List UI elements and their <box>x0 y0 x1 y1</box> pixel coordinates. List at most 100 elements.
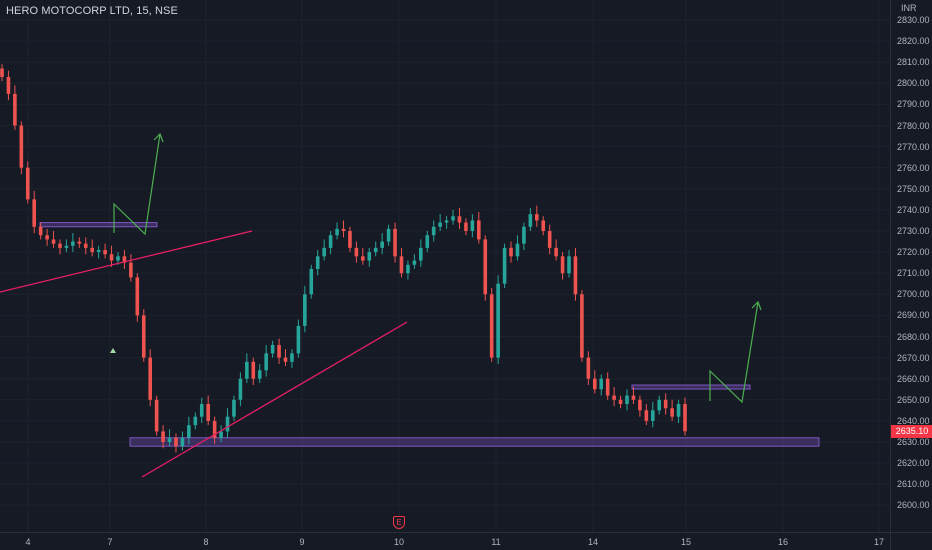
time-axis[interactable]: 4 7 8 9 10 11 14 15 16 17 <box>0 532 890 550</box>
price-tick: 2600.00 <box>897 500 930 511</box>
signal-triangle-icon <box>110 348 116 353</box>
candle-body <box>71 241 75 246</box>
trendline <box>0 230 253 293</box>
candle-body <box>315 256 320 269</box>
chart-pane[interactable]: HERO MOTOCORP LTD, 15, NSE <box>0 0 890 532</box>
candle-body <box>83 243 88 248</box>
time-tick: 8 <box>203 537 209 547</box>
candle-body <box>257 370 262 379</box>
candle-body <box>45 235 49 240</box>
candle-body <box>77 241 82 244</box>
candle-body <box>528 214 533 227</box>
candle-body <box>96 249 101 253</box>
chart-grid <box>0 0 890 532</box>
candle-body <box>496 283 500 358</box>
candle-body <box>457 216 462 223</box>
candle-body <box>444 220 449 223</box>
candle-body <box>303 294 307 326</box>
candle-body <box>270 344 275 354</box>
candle-body <box>232 399 236 417</box>
candle-body <box>477 220 481 240</box>
candle-body <box>32 199 37 227</box>
drawing-tools <box>0 132 762 478</box>
price-tick: 2750.00 <box>897 183 930 194</box>
price-tick: 2770.00 <box>897 141 930 152</box>
candle-body <box>554 247 558 257</box>
candle-body <box>573 256 578 295</box>
zone-rect <box>129 437 820 447</box>
candle-body <box>154 399 159 432</box>
price-tick: 2810.00 <box>897 57 930 68</box>
candle-body <box>663 399 668 409</box>
candle-body <box>225 416 230 432</box>
candle-body <box>348 231 352 248</box>
price-tick: 2610.00 <box>897 479 930 490</box>
price-tick: 2830.00 <box>897 15 930 25</box>
candle-body <box>148 357 152 400</box>
price-tick: 2630.00 <box>897 437 930 447</box>
price-tick: 2780.00 <box>897 120 930 131</box>
earnings-icon[interactable]: E <box>393 516 405 529</box>
price-tick: 2710.00 <box>897 268 930 279</box>
candle-body <box>592 378 597 390</box>
candle-body <box>631 395 636 400</box>
price-tick: 2700.00 <box>897 289 930 300</box>
price-tick: 2720.00 <box>897 247 930 258</box>
candle-body <box>683 404 687 432</box>
symbol-title: HERO MOTOCORP LTD, 15, NSE <box>6 5 178 17</box>
time-tick: 10 <box>393 537 405 547</box>
candle-body <box>193 416 198 426</box>
candle-body <box>425 235 430 248</box>
candle-body <box>470 220 475 231</box>
candle-body <box>483 239 488 295</box>
candle-body <box>290 353 294 362</box>
candle-body <box>309 268 314 295</box>
candle-body <box>38 226 43 236</box>
candle-body <box>238 378 243 400</box>
price-tick: 2650.00 <box>897 394 930 405</box>
candle-body <box>141 315 146 358</box>
candle-body <box>509 247 513 257</box>
candle-body <box>380 241 384 248</box>
candle-body <box>277 344 281 358</box>
candle-body <box>322 247 326 257</box>
candle-body <box>522 226 526 244</box>
price-tick: 2820.00 <box>897 36 930 47</box>
price-tick: 2790.00 <box>897 99 930 110</box>
price-tick: 2760.00 <box>897 162 930 173</box>
time-tick: 14 <box>587 537 599 547</box>
currency-label: INR <box>901 3 917 13</box>
time-tick: 9 <box>299 537 305 547</box>
drawing-zones <box>39 222 820 447</box>
candle-body <box>167 437 172 442</box>
candle-body <box>6 76 11 94</box>
candle-body <box>618 399 623 405</box>
candle-body <box>19 125 24 168</box>
candle-body <box>535 214 539 221</box>
candle-body <box>245 361 249 379</box>
candle-body <box>464 222 468 231</box>
candle-body <box>605 378 610 396</box>
candle-body <box>51 239 56 244</box>
candle-body <box>90 247 95 253</box>
time-tick: 17 <box>873 537 885 547</box>
candle-body <box>599 378 604 390</box>
candle-body <box>283 357 288 362</box>
zone-rect <box>631 384 751 390</box>
candle-body <box>386 228 391 242</box>
candle-body <box>586 357 591 379</box>
candle-body <box>676 404 681 417</box>
candle-body <box>129 262 133 278</box>
candle-body <box>567 256 571 274</box>
price-tick: 2740.00 <box>897 204 930 215</box>
projection-arrow <box>709 301 759 404</box>
time-tick: 7 <box>107 537 113 547</box>
candle-body <box>206 404 210 421</box>
price-axis[interactable]: INR 2830.00 2820.00 2810.00 2800.00 2790.00 2… <box>890 0 932 550</box>
candle-body <box>560 256 565 274</box>
candle-body <box>580 294 584 358</box>
candle-body <box>367 252 372 261</box>
candle-body <box>341 228 346 231</box>
trendline <box>141 321 408 478</box>
candlestick-chart[interactable] <box>0 0 890 532</box>
